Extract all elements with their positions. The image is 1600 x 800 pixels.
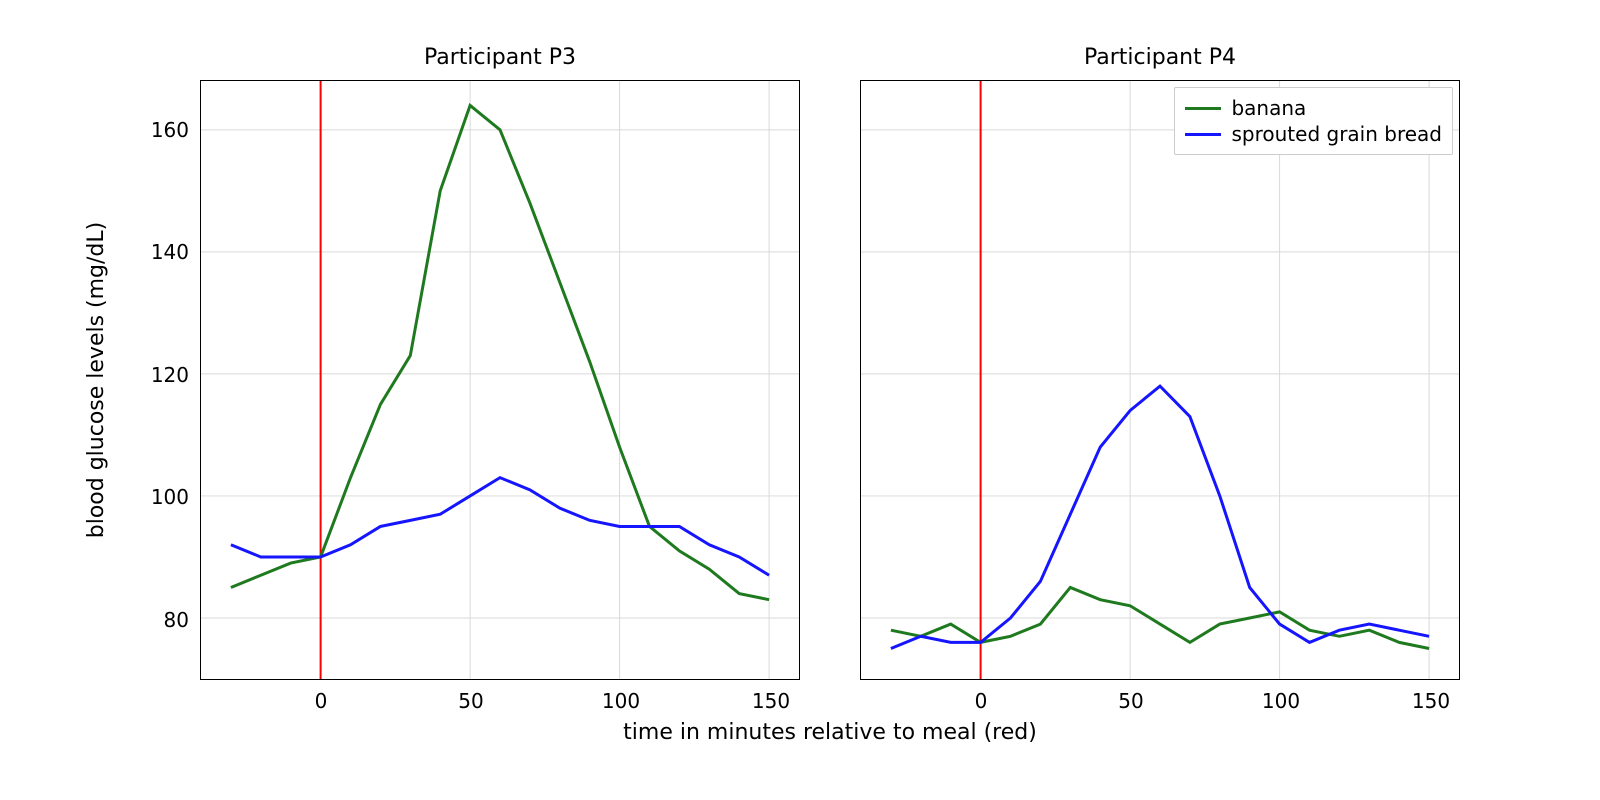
series-line-sprouted-grain-bread <box>891 386 1429 648</box>
ytick-label: 120 <box>129 363 189 387</box>
legend-swatch <box>1185 133 1221 136</box>
y-axis-label: blood glucose levels (mg/dL) <box>84 80 106 680</box>
ytick-label: 140 <box>129 240 189 264</box>
x-axis-label: time in minutes relative to meal (red) <box>200 720 1460 745</box>
xtick-label: 150 <box>1412 689 1450 713</box>
xtick-label: 100 <box>1262 689 1300 713</box>
xtick-label: 150 <box>752 689 790 713</box>
panel-p4: Participant P4050100150bananasprouted gr… <box>860 80 1460 680</box>
xtick-label: 50 <box>1118 689 1143 713</box>
panel-p3: Participant P305010015080100120140160 <box>200 80 800 680</box>
legend-swatch <box>1185 107 1221 110</box>
xtick-label: 0 <box>315 689 328 713</box>
legend: bananasprouted grain bread <box>1174 87 1453 155</box>
series-line-sprouted-grain-bread <box>231 478 769 576</box>
panel-svg <box>201 81 799 679</box>
xtick-label: 0 <box>975 689 988 713</box>
xtick-label: 50 <box>458 689 483 713</box>
series-line-banana <box>231 105 769 599</box>
panel-svg <box>861 81 1459 679</box>
ytick-label: 80 <box>129 608 189 632</box>
panel-title: Participant P4 <box>861 45 1459 70</box>
figure: Participant P305010015080100120140160Par… <box>0 0 1600 800</box>
legend-label: banana <box>1231 96 1306 120</box>
xtick-label: 100 <box>602 689 640 713</box>
legend-label: sprouted grain bread <box>1231 122 1442 146</box>
legend-item: banana <box>1185 96 1442 120</box>
legend-item: sprouted grain bread <box>1185 122 1442 146</box>
panel-title: Participant P3 <box>201 45 799 70</box>
ytick-label: 160 <box>129 118 189 142</box>
ytick-label: 100 <box>129 485 189 509</box>
